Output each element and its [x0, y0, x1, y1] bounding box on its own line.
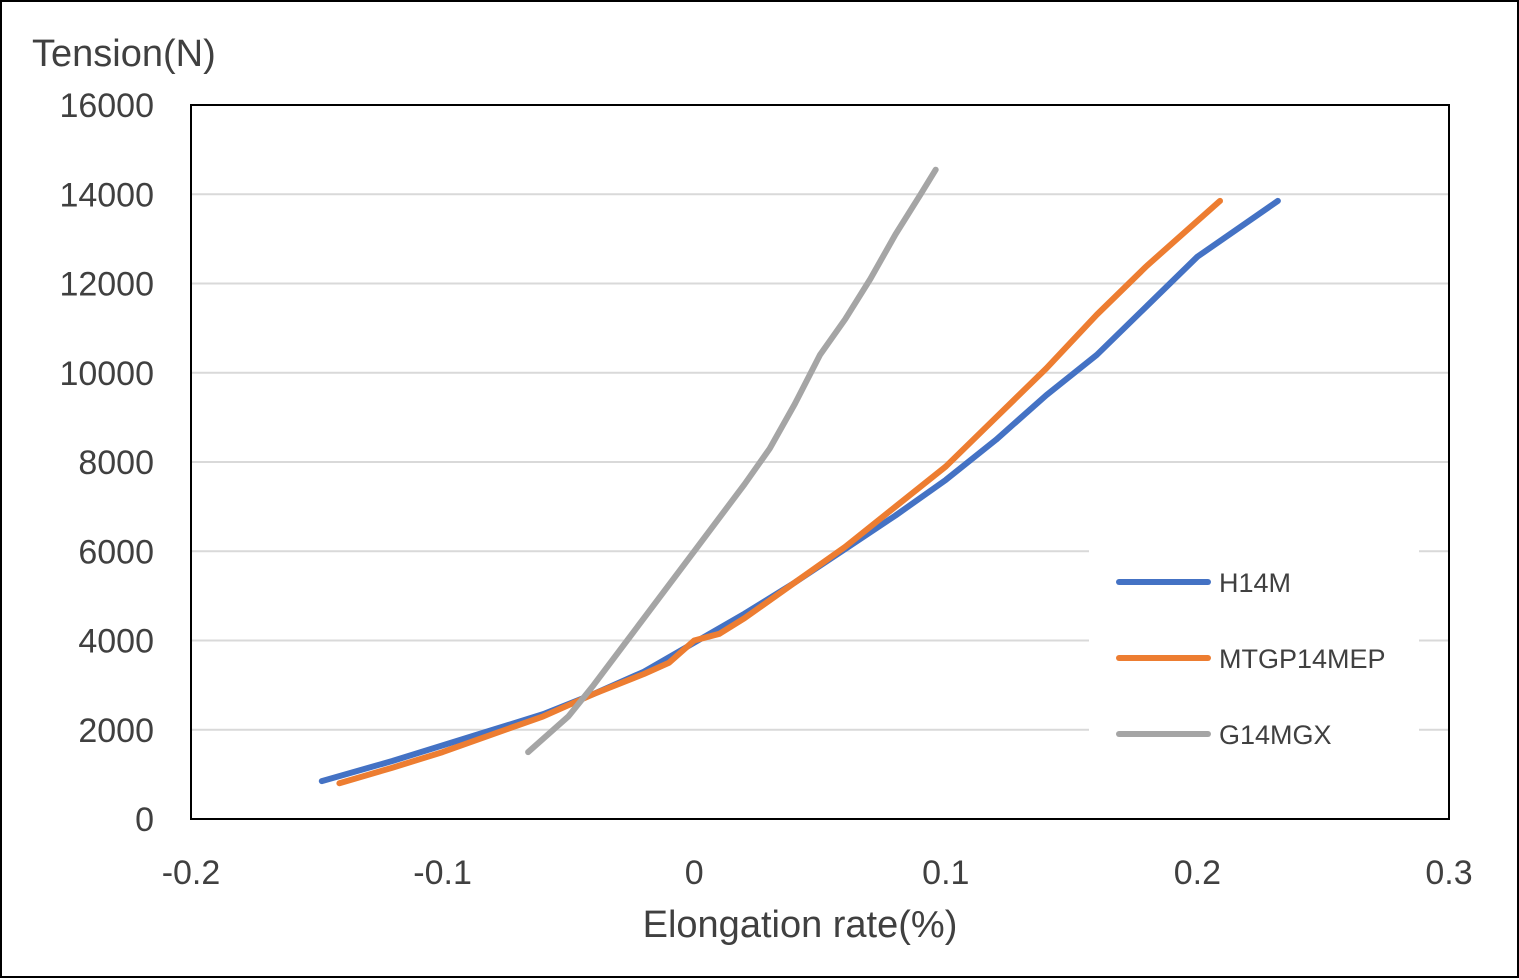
x-tick-label: 0.3: [1425, 854, 1472, 892]
y-tick-label: 8000: [78, 444, 154, 482]
y-tick-label: 14000: [59, 176, 154, 214]
x-axis-title: Elongation rate(%): [643, 904, 958, 946]
y-tick-label: 12000: [59, 266, 154, 304]
legend: H14M MTGP14MEP G14MGX: [1089, 550, 1419, 772]
y-tick-label: 6000: [78, 533, 154, 571]
y-tick-label: 0: [135, 801, 154, 839]
series-line-mtgp14mep: [336, 197, 1223, 787]
series-line-g14mgx: [525, 166, 939, 756]
legend-label: G14MGX: [1219, 720, 1332, 750]
x-tick-label: -0.2: [162, 854, 221, 892]
y-tick-label: 2000: [78, 712, 154, 750]
legend-label: H14M: [1219, 568, 1291, 598]
gridlines: [191, 193, 1449, 731]
x-tick-label: 0.1: [922, 854, 969, 892]
y-tick-labels: 0 2000 4000 6000 8000 10000 12000 14000 16000: [59, 87, 154, 839]
y-tick-label: 16000: [59, 87, 154, 125]
x-tick-label: 0: [685, 854, 704, 892]
x-tick-label: -0.1: [413, 854, 472, 892]
legend-label: MTGP14MEP: [1219, 644, 1386, 674]
series-lines: [318, 166, 1281, 787]
y-tick-label: 10000: [59, 355, 154, 393]
y-tick-label: 4000: [78, 623, 154, 661]
y-axis-title: Tension(N): [32, 33, 216, 75]
plot-area-frame: [190, 104, 1450, 820]
x-tick-label: 0.2: [1174, 854, 1221, 892]
x-tick-labels: -0.2 -0.1 0 0.1 0.2 0.3: [162, 854, 1473, 892]
